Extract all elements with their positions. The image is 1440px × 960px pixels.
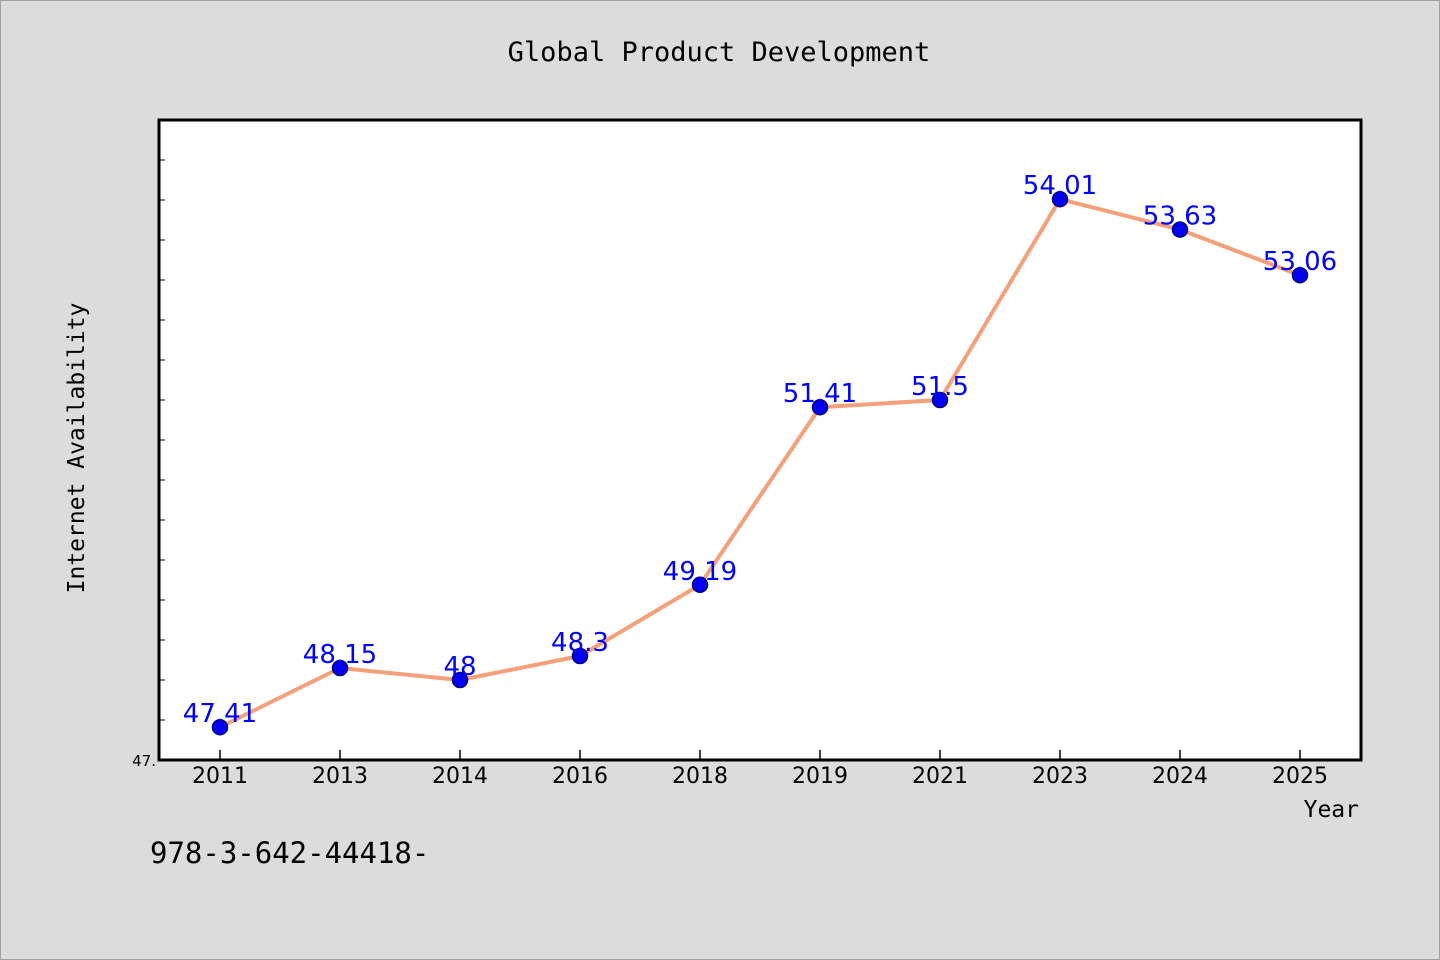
data-point bbox=[331, 659, 349, 677]
y-axis-title: Internet Availability bbox=[64, 303, 90, 594]
data-point bbox=[811, 398, 829, 416]
data-label: 51.5 bbox=[911, 372, 969, 402]
data-label: 48.15 bbox=[303, 640, 377, 670]
data-label: 47.41 bbox=[183, 699, 257, 729]
data-point bbox=[1291, 266, 1309, 284]
chart-title: Global Product Development bbox=[508, 37, 931, 68]
data-point bbox=[1171, 221, 1189, 238]
x-tick-label: 2014 bbox=[432, 764, 488, 789]
data-point bbox=[451, 671, 469, 689]
x-axis-title: Year bbox=[1304, 797, 1359, 823]
data-label: 53.06 bbox=[1263, 247, 1337, 277]
data-point bbox=[211, 718, 229, 736]
footer-text: 978-3-642-44418- bbox=[150, 836, 429, 870]
data-label: 53.63 bbox=[1143, 202, 1217, 232]
x-axis-ticks bbox=[219, 750, 1301, 760]
data-labels: 47.41 48.15 48 48.3 49.19 51.41 51.5 54.01 53.63… bbox=[183, 171, 1337, 729]
x-tick-label: 2023 bbox=[1032, 764, 1088, 789]
x-tick-label: 2011 bbox=[192, 764, 248, 789]
x-tick-label: 2016 bbox=[552, 764, 608, 789]
x-tick-label: 2019 bbox=[792, 764, 848, 789]
x-tick-label: 2024 bbox=[1152, 764, 1208, 789]
data-point bbox=[931, 391, 949, 409]
x-tick-label: 2021 bbox=[912, 764, 968, 789]
data-point bbox=[691, 576, 709, 594]
series-markers bbox=[211, 190, 1309, 736]
y-tick-label: 47. bbox=[132, 752, 156, 770]
x-tick-label: 2018 bbox=[672, 764, 728, 789]
data-point bbox=[1051, 190, 1069, 208]
data-label: 49.19 bbox=[663, 557, 737, 587]
data-label: 54.01 bbox=[1023, 171, 1097, 201]
y-axis-tick-labels: 47. bbox=[132, 752, 156, 770]
x-tick-label: 2025 bbox=[1272, 764, 1328, 789]
y-axis-ticks bbox=[159, 119, 165, 761]
data-label: 48 bbox=[443, 652, 476, 682]
x-axis-tick-labels: 2011 2013 2014 2016 2018 2019 2021 2023 2024 2025 bbox=[192, 764, 1328, 789]
x-tick-label: 2013 bbox=[312, 764, 368, 789]
data-label: 48.3 bbox=[551, 628, 609, 658]
data-point bbox=[571, 647, 589, 665]
series-line bbox=[219, 197, 1301, 729]
data-label: 51.41 bbox=[783, 379, 857, 409]
